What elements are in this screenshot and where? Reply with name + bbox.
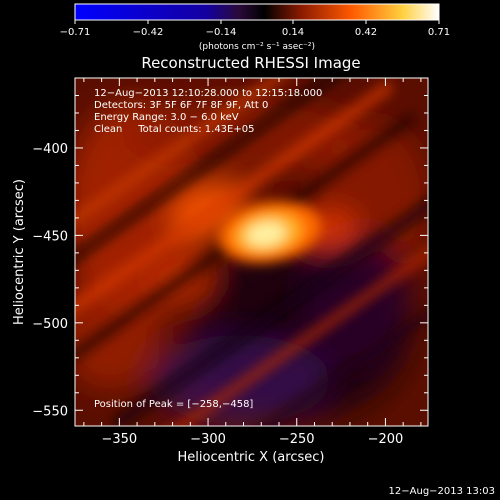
x-axis-label: Heliocentric X (arcsec) [178, 450, 325, 465]
timestamp: 12−Aug−2013 13:03 [389, 486, 495, 497]
colorbar-tick-labels: −0.71 −0.42 −0.14 0.14 0.42 0.71 [60, 27, 450, 38]
y-tick-labels: −400 −450 −500 −550 [32, 142, 68, 419]
x-axis-ticks [83, 78, 422, 426]
info-line-time: 12−Aug−2013 12:10:28.000 to 12:15:18.000 [94, 88, 322, 99]
colorbar-unit-label: (photons cm⁻² s⁻¹ asec⁻²) [199, 42, 315, 52]
x-tick-label: −250 [279, 432, 315, 447]
info-line-detectors: Detectors: 3F 5F 6F 7F 8F 9F, Att 0 [94, 100, 268, 111]
y-axis-ticks [75, 77, 428, 411]
info-line-counts: Clean Total counts: 1.43E+05 [94, 124, 254, 135]
colorbar [74, 3, 440, 21]
x-tick-label: −350 [101, 432, 137, 447]
chart-title: Reconstructed RHESSI Image [141, 54, 360, 72]
colorbar-ticks [74, 20, 440, 24]
x-tick-label: −200 [368, 432, 404, 447]
x-tick-label: −300 [190, 432, 226, 447]
y-tick-label: −550 [32, 404, 68, 419]
colorbar-tick-label: −0.14 [206, 27, 237, 38]
y-tick-label: −450 [32, 229, 68, 244]
plot-frame [74, 77, 429, 427]
y-axis-label: Heliocentric Y (arcsec) [12, 179, 27, 325]
peak-position-text: Position of Peak = [−258,−458] [94, 399, 253, 410]
heatmap-image [75, 78, 428, 426]
info-annotation: 12−Aug−2013 12:10:28.000 to 12:15:18.000… [94, 88, 322, 135]
y-tick-label: −500 [32, 317, 68, 332]
y-tick-label: −400 [32, 142, 68, 157]
x-tick-labels: −350 −300 −250 −200 [101, 432, 403, 447]
colorbar-tick-label: 0.42 [355, 27, 377, 38]
info-line-energy: Energy Range: 3.0 − 6.0 keV [94, 112, 239, 123]
colorbar-tick-label: 0.14 [282, 27, 304, 38]
colorbar-tick-label: 0.71 [428, 27, 450, 38]
colorbar-tick-label: −0.71 [60, 27, 91, 38]
colorbar-tick-label: −0.42 [133, 27, 164, 38]
